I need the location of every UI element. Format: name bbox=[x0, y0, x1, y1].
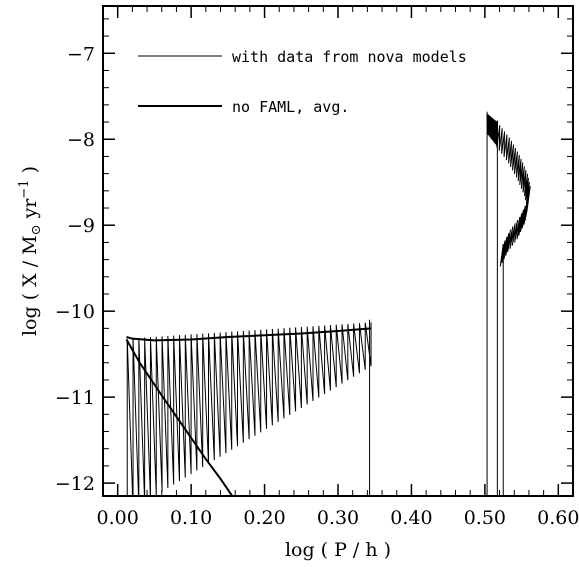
tick-labels: 0.00 0.10 0.20 0.30 0.40 0.50 0.60 −7 −8 −9 −10 −11… bbox=[55, 43, 579, 529]
series-1-segment-1 bbox=[125, 339, 234, 496]
legend-label-nova: with data from nova models bbox=[232, 48, 467, 66]
y-axis-label-post: ) bbox=[19, 166, 41, 179]
x-tick-label: 0.00 bbox=[97, 507, 139, 529]
series-1-segment-0 bbox=[126, 327, 372, 342]
y-tick-label: −7 bbox=[67, 43, 95, 65]
x-tick-label: 0.10 bbox=[170, 507, 212, 529]
y-tick-label: −8 bbox=[67, 129, 95, 151]
x-tick-label: 0.50 bbox=[464, 507, 506, 529]
x-tick-label: 0.60 bbox=[537, 507, 579, 529]
y-axis-label: log ( X / M⊙ yr−1 ) bbox=[17, 166, 44, 336]
y-axis-label-pre: log ( X / M bbox=[19, 235, 41, 336]
series-0-segment-2 bbox=[496, 122, 531, 267]
y-tick-label: −9 bbox=[67, 215, 95, 237]
y-axis-label-exp: −1 bbox=[17, 179, 32, 198]
y-axis-label-mid: yr bbox=[19, 198, 41, 225]
legend-label-no-faml: no FAML, avg. bbox=[232, 98, 349, 116]
y-tick-label: −11 bbox=[55, 387, 95, 409]
x-tick-label: 0.20 bbox=[243, 507, 285, 529]
y-tick-label: −12 bbox=[55, 473, 95, 495]
y-axis-label-sun: ⊙ bbox=[29, 224, 44, 235]
axis-ticks bbox=[103, 6, 573, 496]
series-0-segment-1 bbox=[486, 113, 498, 147]
x-tick-label: 0.30 bbox=[317, 507, 359, 529]
svg-text:log ( X / M⊙ yr−1 ): log ( X / M⊙ yr−1 ) bbox=[17, 166, 44, 336]
x-axis-label: log ( P / h ) bbox=[285, 539, 391, 561]
legend: with data from nova models no FAML, avg. bbox=[138, 48, 467, 116]
x-tick-label: 0.40 bbox=[390, 507, 432, 529]
y-tick-label: −10 bbox=[55, 301, 95, 323]
plot-lines bbox=[125, 111, 531, 496]
series-0-segment-0 bbox=[126, 322, 372, 496]
